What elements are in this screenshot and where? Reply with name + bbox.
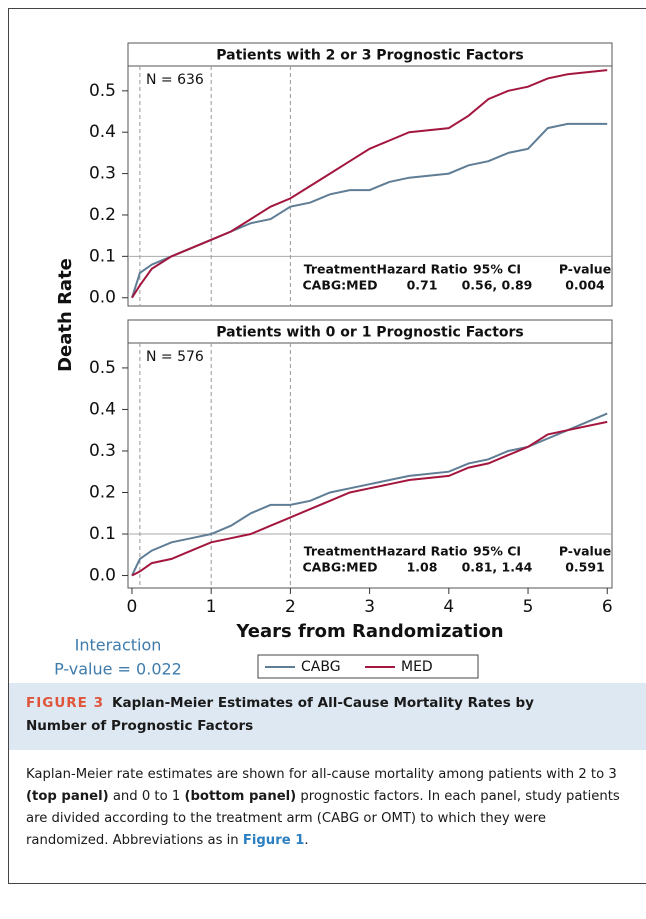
y-tick-label: 0.0 — [89, 566, 116, 586]
stats-header: P-value — [559, 262, 611, 277]
stats-header: 95% CI — [473, 544, 521, 559]
stats-value: 1.08 — [407, 560, 438, 575]
text: (bottom panel) — [184, 789, 297, 804]
chart: Patients with 2 or 3 Prognostic Factors 0… — [54, 42, 613, 679]
panel-title: Patients with 0 or 1 Prognostic Factors — [216, 325, 524, 341]
caption-band — [9, 683, 646, 750]
x-tick-label: 4 — [443, 597, 454, 617]
x-axis-label: Years from Randomization — [235, 621, 503, 642]
figure-label: FIGURE 3 — [26, 695, 104, 711]
y-tick-label: 0.0 — [89, 288, 116, 308]
series-line — [131, 69, 608, 299]
stats-value: 0.56, 0.89 — [462, 278, 533, 293]
stats-value: 0.004 — [565, 278, 605, 293]
annotation: N = 636 — [146, 72, 204, 88]
annotation: N = 576 — [146, 349, 204, 365]
x-tick-label: 6 — [602, 597, 613, 617]
y-tick-label: 0.1 — [89, 524, 116, 544]
stats-header: Hazard Ratio — [377, 262, 468, 277]
y-tick-label: 0.3 — [89, 164, 116, 184]
plot-frame — [127, 42, 613, 307]
frame — [8, 8, 646, 884]
stats-header: 95% CI — [473, 262, 521, 277]
stats-header: Hazard Ratio — [377, 544, 468, 559]
y-tick-label: 0.4 — [89, 122, 116, 142]
y-tick-label: 0.5 — [89, 358, 116, 378]
caption-body: Kaplan-Meier rate estimates are shown fo… — [26, 764, 631, 852]
interaction: Interaction — [75, 636, 162, 655]
y-tick-label: 0.2 — [89, 482, 116, 502]
stats-value: 0.591 — [565, 560, 605, 575]
text: Kaplan-Meier rate estimates are shown fo… — [26, 767, 617, 782]
y-axis-label: Death Rate — [55, 258, 76, 372]
series-line — [131, 420, 608, 577]
text: (top panel) — [26, 789, 109, 804]
caption-title: FIGURE 3 Kaplan-Meier Estimates of All-Ca… — [26, 692, 586, 738]
legend-label: MED — [401, 659, 433, 675]
y-tick-label: 0.1 — [89, 246, 116, 266]
stats-value: CABG:MED — [303, 560, 378, 575]
x-tick-label: 1 — [206, 597, 217, 617]
y-tick-label: 0.4 — [89, 399, 116, 419]
figure-title: Kaplan-Meier Estimates of All-Cause Mort… — [26, 695, 534, 734]
y-tick-label: 0.3 — [89, 441, 116, 461]
text: . — [304, 833, 309, 848]
stats-value: CABG:MED — [303, 278, 378, 293]
stats-header: Treatment — [304, 262, 377, 277]
panel-title: Patients with 2 or 3 Prognostic Factors — [216, 48, 524, 64]
x-tick-label: 3 — [364, 597, 375, 617]
stats-header: Treatment — [304, 544, 377, 559]
x-tick-label: 5 — [523, 597, 534, 617]
series-line — [131, 412, 608, 576]
x-tick-label: 0 — [127, 597, 138, 617]
y-tick-label: 0.5 — [89, 81, 116, 101]
stats-value: 0.81, 1.44 — [462, 560, 533, 575]
text: and 0 to 1 — [108, 789, 185, 804]
stats-value: 0.71 — [407, 278, 438, 293]
legend-label: CABG — [301, 659, 341, 675]
text: prognostic factors. In each panel, study… — [26, 789, 620, 848]
figure-link[interactable]: Figure 1 — [242, 833, 305, 848]
x-tick-label: 2 — [285, 597, 296, 617]
y-tick-label: 0.2 — [89, 205, 116, 225]
stats-header: P-value — [559, 544, 611, 559]
interaction: P-value = 0.022 — [54, 660, 182, 679]
